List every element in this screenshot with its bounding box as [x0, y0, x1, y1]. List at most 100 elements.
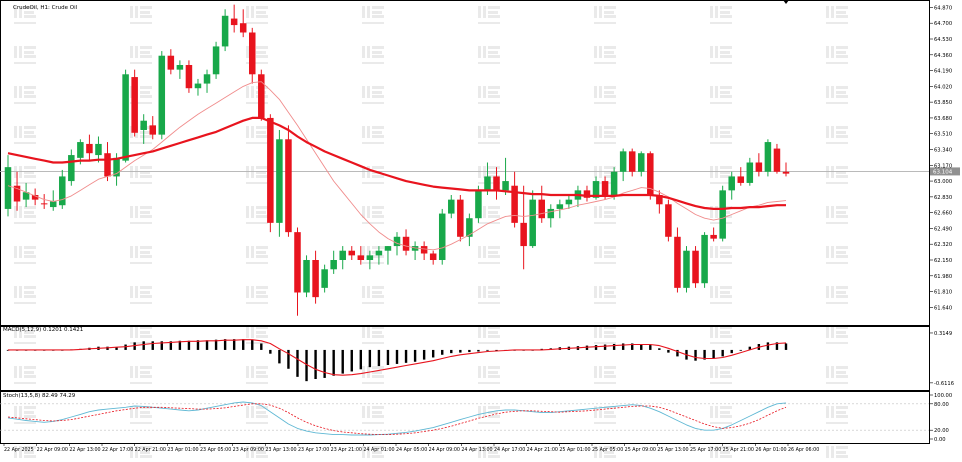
candle-body: [429, 253, 437, 260]
candle-body: [710, 234, 717, 239]
candle-body: [4, 167, 12, 209]
macd-pane-title: MACD(5,12,9) 0.1201 0.1421: [3, 327, 83, 333]
price-axis-label: 62.490: [934, 226, 952, 232]
candle-body: [22, 192, 30, 200]
stoch-signal-line: [7, 403, 787, 436]
current-price-label: 63.104: [933, 169, 953, 175]
price-axis-label: 63.340: [934, 148, 952, 154]
candle-body: [719, 190, 726, 239]
macd-histogram-bar: [649, 345, 652, 350]
macd-histogram-bar: [721, 349, 724, 357]
candle-body: [285, 139, 292, 233]
candle-body: [185, 65, 193, 89]
macd-histogram-bar: [495, 349, 498, 351]
candle-body: [303, 260, 310, 293]
time-axis-label: 25 Apr 01:00: [559, 447, 590, 453]
candle-body: [68, 155, 75, 182]
macd-histogram-bar: [404, 349, 408, 363]
time-axis-label: 23 Apr 01:00: [167, 447, 198, 453]
macd-histogram-bar: [631, 343, 634, 350]
macd-histogram-bar: [594, 345, 598, 350]
candle-body: [619, 151, 627, 172]
candle-body: [312, 260, 319, 298]
macd-histogram-bar: [703, 349, 706, 360]
price-axis-label: 64.530: [934, 37, 952, 43]
candle-body: [520, 222, 527, 247]
candle-body: [194, 83, 202, 89]
time-axis-label: 22 Apr 21:00: [135, 447, 166, 453]
candle-body: [31, 195, 39, 200]
price-axis-label: 62.150: [934, 258, 952, 264]
stoch-pane-frame: [0, 391, 930, 444]
candle-body: [258, 74, 265, 118]
candle-body: [40, 203, 48, 205]
candle-body: [484, 176, 491, 191]
macd-histogram-bar: [658, 348, 661, 350]
macd-histogram-bar: [223, 339, 227, 350]
price-axis-label: 63.170: [934, 163, 952, 169]
candle-body: [321, 269, 328, 288]
macd-histogram-bar: [368, 349, 372, 368]
macd-histogram-bar: [450, 349, 453, 354]
price-axis-label: 64.870: [934, 5, 952, 11]
candle-body: [438, 213, 446, 260]
macd-histogram-bar: [486, 349, 489, 351]
macd-histogram-bar: [712, 349, 715, 359]
candle-body: [628, 151, 636, 172]
macd-histogram-bar: [784, 343, 788, 350]
macd-histogram-bar: [585, 345, 589, 350]
current-price-tag: [930, 167, 960, 176]
candle-body: [601, 181, 609, 195]
macd-histogram-bar: [676, 349, 679, 357]
candle-body: [683, 250, 690, 288]
macd-histogram-bar: [160, 341, 163, 350]
candle-body: [592, 181, 600, 198]
macd-histogram-bar: [431, 349, 435, 358]
time-axis-label: 24 Apr 21:00: [527, 447, 558, 453]
candle-body: [674, 236, 681, 288]
candle-body: [95, 143, 102, 156]
candle-body: [665, 204, 672, 237]
price-axis-label: 63.000: [934, 179, 952, 185]
time-axis-label: 25 Apr 13:00: [657, 447, 688, 453]
price-axis-label: 64.190: [934, 69, 952, 75]
macd-histogram-bar: [169, 341, 173, 350]
time-axis-label: 22 Apr 09:00: [37, 447, 68, 453]
macd-signal-line: [8, 339, 787, 376]
time-axis-label: 24 Apr 17:00: [494, 447, 525, 453]
time-axis-label: 25 Apr 09:00: [625, 447, 656, 453]
candle-body: [493, 176, 500, 191]
macd-histogram-bar: [603, 344, 607, 350]
candle-body: [248, 32, 256, 75]
time-axis-label: 23 Apr 05:00: [200, 447, 231, 453]
candle-body: [692, 250, 699, 284]
candle-body: [420, 246, 428, 254]
macd-histogram-bar: [441, 349, 444, 355]
candle-body: [511, 185, 518, 223]
macd-histogram-bar: [314, 349, 317, 379]
macd-histogram-bar: [187, 340, 191, 350]
macd-histogram-bar: [422, 349, 426, 360]
candle-body: [366, 255, 374, 260]
ma-fast-line: [7, 81, 787, 251]
macd-histogram-bar: [377, 349, 381, 367]
price-pane-frame: [0, 0, 930, 326]
macd-histogram-bar: [612, 344, 616, 350]
candle-body: [610, 171, 618, 195]
candle-body: [565, 199, 573, 205]
candle-body: [764, 142, 772, 172]
macd-histogram-bar: [748, 346, 752, 350]
candle-body: [122, 74, 129, 161]
candle-body: [221, 15, 229, 47]
candle-body: [773, 148, 781, 172]
candle-body: [647, 153, 654, 195]
stoch-axis-label: 20.00: [934, 428, 949, 434]
price-axis-label: 62.320: [934, 242, 952, 248]
price-axis-label: 63.850: [934, 100, 952, 106]
candle-body: [466, 218, 473, 237]
price-axis-label: 63.680: [934, 116, 952, 122]
price-axis-label: 61.640: [934, 305, 952, 311]
price-axis-label: 64.020: [934, 84, 952, 90]
